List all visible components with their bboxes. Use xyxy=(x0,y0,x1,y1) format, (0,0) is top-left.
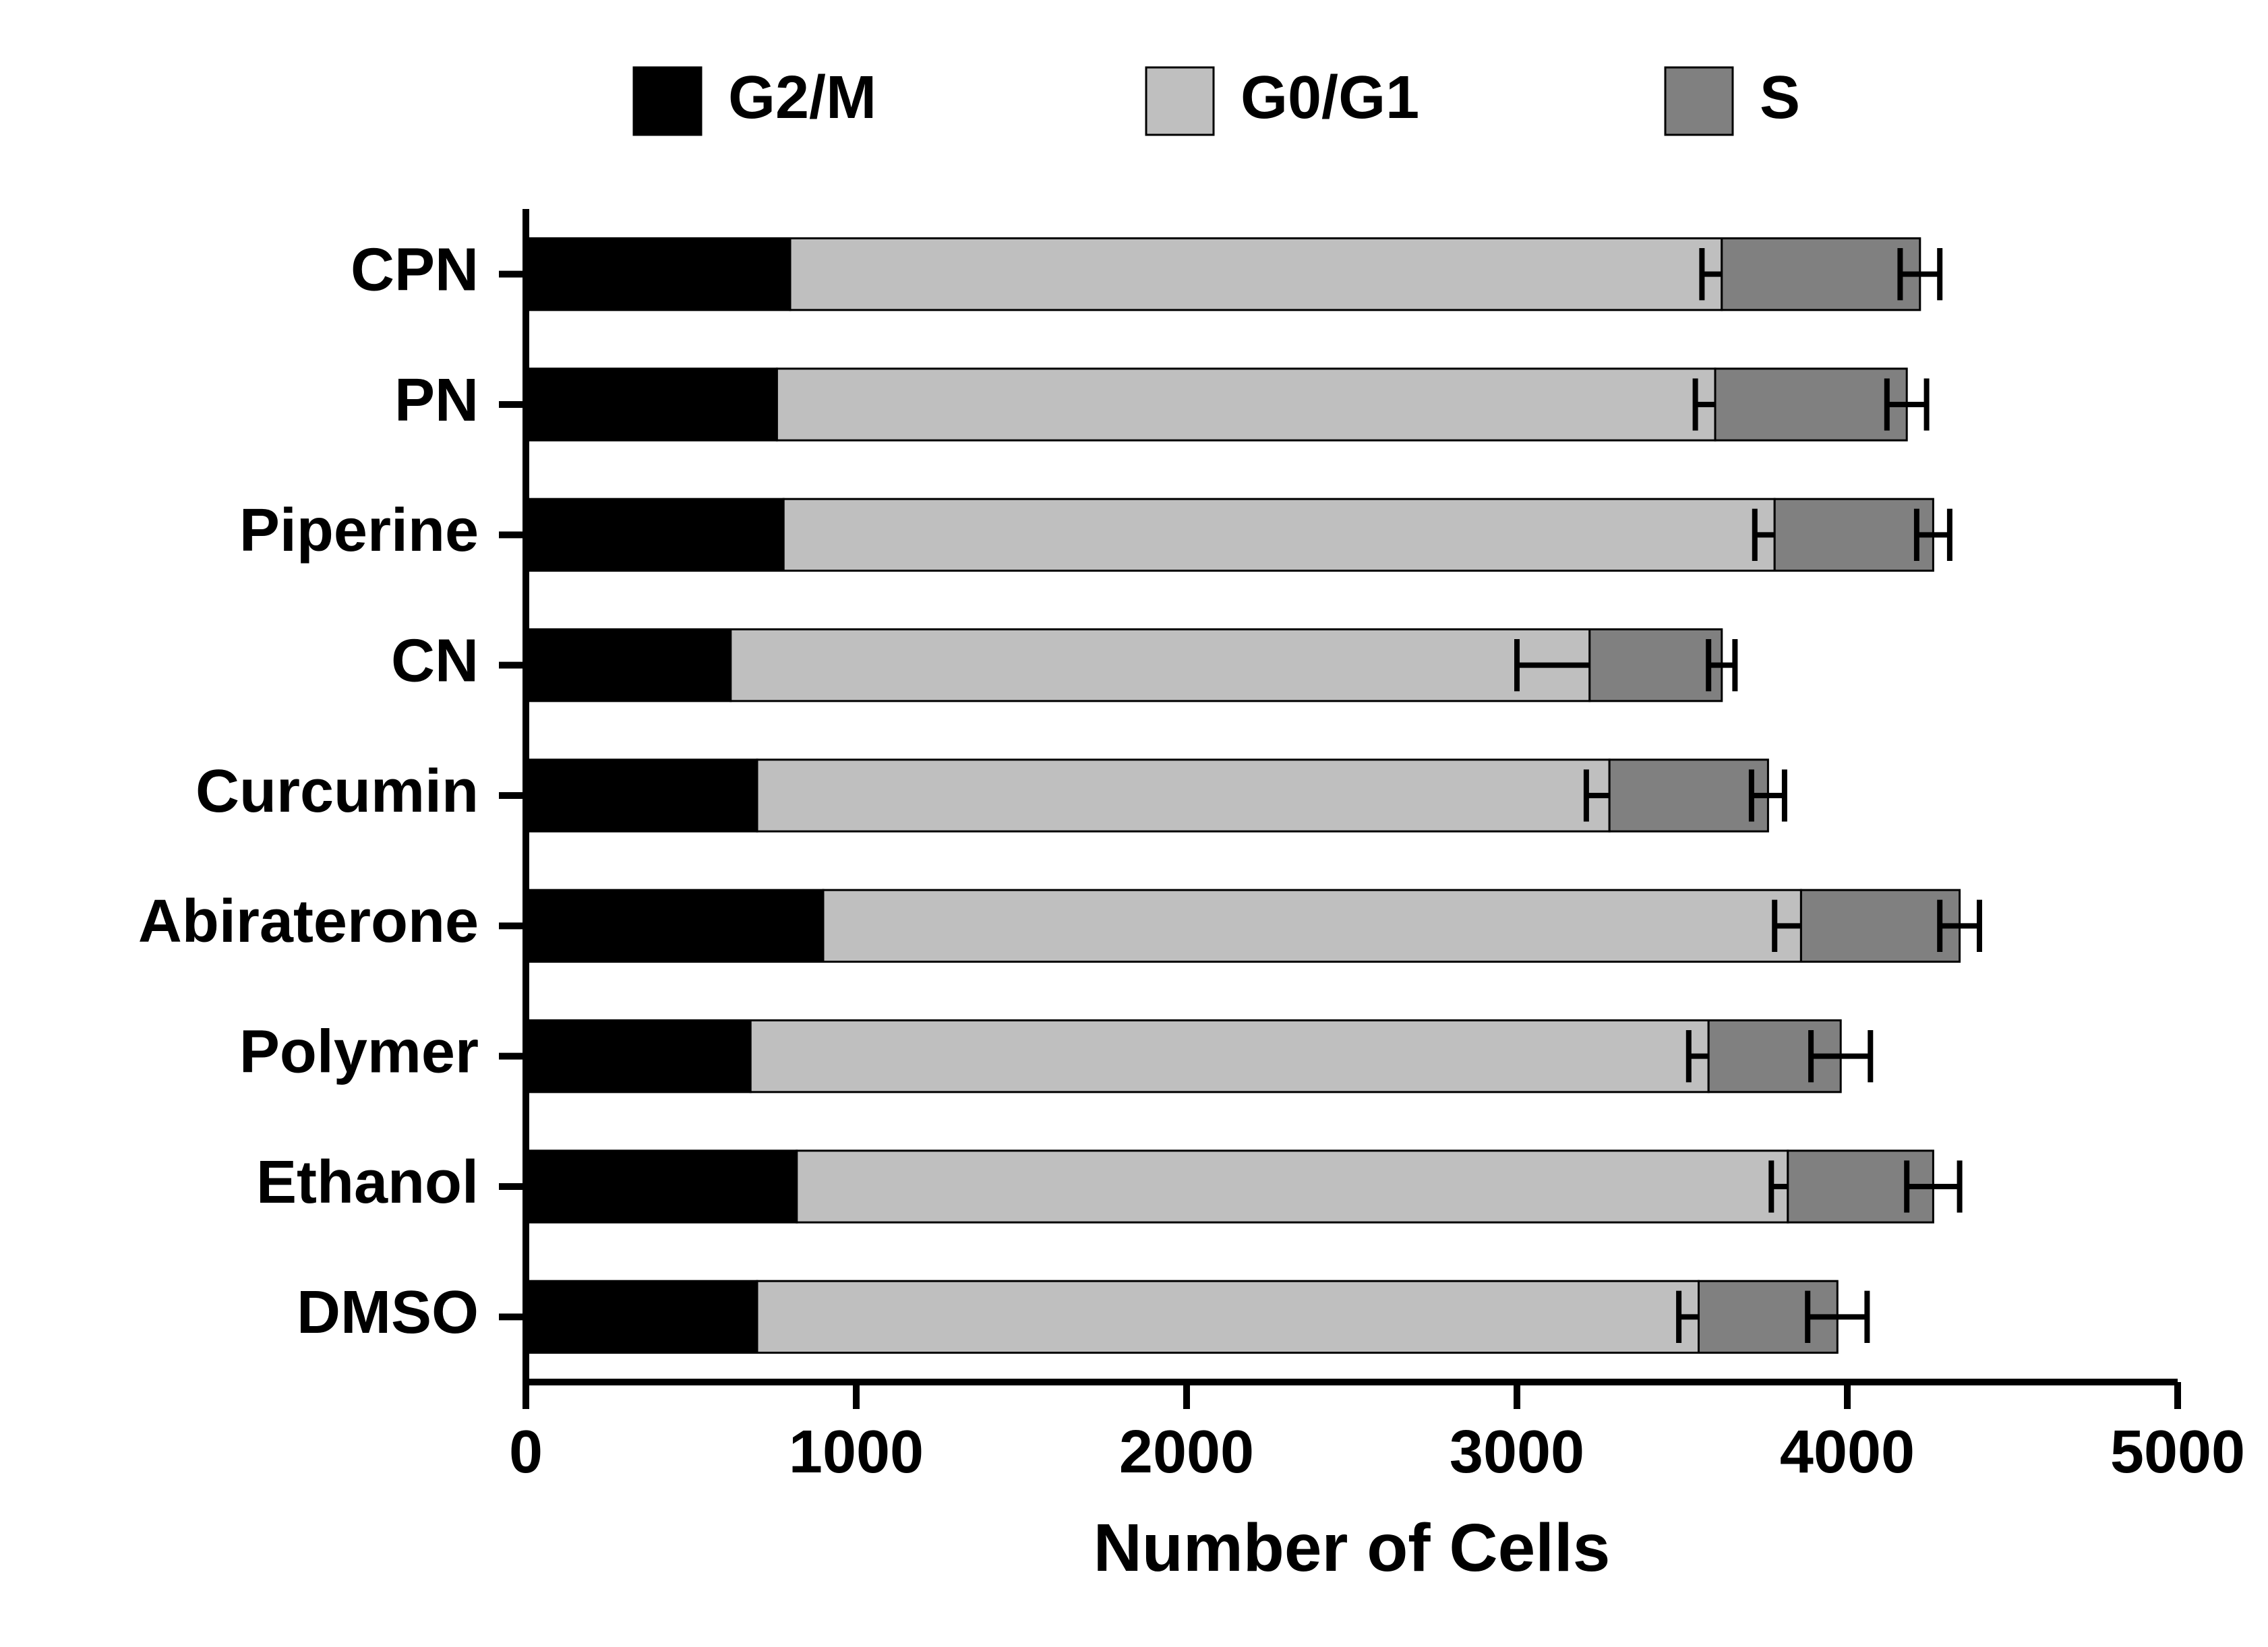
legend-swatch-g0g1 xyxy=(1146,67,1214,135)
bar-segment-g2m xyxy=(526,499,783,570)
bar-segment-g0g1 xyxy=(731,630,1590,701)
stacked-bar-chart: G2/M G0/G1 S DMSO Ethanol Polymer Abiraterone C… xyxy=(0,0,2268,1647)
bar-segment-s xyxy=(1609,760,1768,831)
legend-label-g2m: G2/M xyxy=(728,64,876,131)
bar-segment-s xyxy=(1801,890,1959,961)
chart-container: G2/M G0/G1 S DMSO Ethanol Polymer Abiraterone C… xyxy=(0,0,2268,1647)
bar-segment-g0g1 xyxy=(757,760,1609,831)
bar-segment-g2m xyxy=(526,239,790,310)
bar-segment-g0g1 xyxy=(777,369,1715,440)
x-tick-label: 5000 xyxy=(2110,1418,2245,1486)
y-tick-label: PN xyxy=(394,367,479,434)
bar-segment-g0g1 xyxy=(797,1151,1788,1222)
bar-segment-g2m xyxy=(526,890,823,961)
legend-label-g0g1: G0/G1 xyxy=(1241,64,1419,131)
bar-segment-s xyxy=(1774,499,1933,570)
bar-segment-g0g1 xyxy=(823,890,1801,961)
y-tick-label: Piperine xyxy=(239,497,479,564)
bar-segment-g2m xyxy=(526,1151,797,1222)
bar-segment-s xyxy=(1590,630,1722,701)
y-tick-label: Curcumin xyxy=(196,758,479,825)
x-tick-label: 4000 xyxy=(1780,1418,1915,1486)
y-tick-label: Ethanol xyxy=(256,1149,479,1216)
y-tick-label: Abiraterone xyxy=(138,888,479,955)
y-tick-label: Polymer xyxy=(239,1018,479,1085)
bar-segment-g0g1 xyxy=(783,499,1774,570)
bar-segment-g2m xyxy=(526,760,757,831)
legend-swatch-g2m xyxy=(634,67,701,135)
x-tick-label: 3000 xyxy=(1450,1418,1584,1486)
y-tick-label: DMSO xyxy=(297,1279,479,1346)
bar-segment-g2m xyxy=(526,1281,757,1352)
bar-segment-g0g1 xyxy=(757,1281,1699,1352)
x-tick-label: 1000 xyxy=(789,1418,924,1486)
x-axis-label: Number of Cells xyxy=(1094,1510,1611,1586)
bar-segment-g2m xyxy=(526,1021,750,1092)
x-tick-label: 0 xyxy=(509,1418,543,1486)
legend-swatch-s xyxy=(1665,67,1733,135)
legend: G2/M G0/G1 S xyxy=(634,64,1800,135)
bar-segment-g2m xyxy=(526,369,777,440)
y-tick-label: CN xyxy=(391,627,479,694)
bar-segment-s xyxy=(1722,239,1920,310)
bar-segment-s xyxy=(1715,369,1907,440)
x-tick-label: 2000 xyxy=(1119,1418,1254,1486)
bar-segment-g0g1 xyxy=(790,239,1722,310)
y-tick-label: CPN xyxy=(351,236,479,303)
bar-segment-g0g1 xyxy=(750,1021,1708,1092)
legend-label-s: S xyxy=(1760,64,1800,131)
